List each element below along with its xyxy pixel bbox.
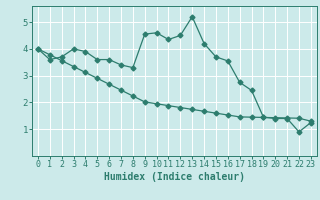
X-axis label: Humidex (Indice chaleur): Humidex (Indice chaleur) [104, 172, 245, 182]
